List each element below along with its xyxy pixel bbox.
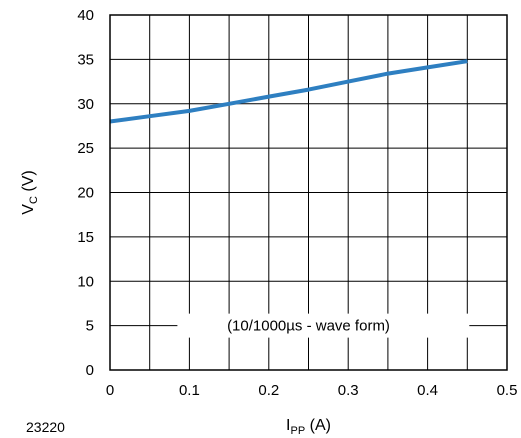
y-tick-label: 5	[86, 318, 94, 335]
y-tick-label: 10	[77, 273, 94, 290]
x-tick-label: 0.2	[258, 382, 279, 399]
y-tick-label: 25	[77, 140, 94, 157]
annotation: (10/1000µs - wave form)	[227, 318, 390, 335]
series-layer	[109, 59, 468, 124]
y-tick-label: 30	[77, 96, 94, 113]
x-axis-label: IPP (A)	[286, 417, 331, 437]
y-axis-label-unit: (V)	[20, 170, 37, 196]
annotation-background	[177, 313, 470, 338]
x-tick-label: 0.4	[417, 382, 438, 399]
x-tick-label: 0.3	[338, 382, 359, 399]
y-tick-label: 35	[77, 51, 94, 68]
y-axis-label-subscript: C	[28, 196, 40, 204]
x-axis-label-subscript: PP	[290, 425, 305, 437]
x-tick-label: 0	[106, 382, 114, 399]
x-axis-label-unit: (A)	[305, 417, 331, 434]
y-tick-label: 0	[86, 362, 94, 379]
y-tick-labels: 0 5 10 15 20 25 30 35 40	[77, 7, 94, 379]
series-line-0	[109, 59, 468, 124]
figure-code: 23220	[26, 419, 65, 435]
y-axis-label-main: V	[20, 204, 37, 215]
plot-frame	[109, 14, 508, 371]
x-tick-label: 0.1	[179, 382, 200, 399]
x-axis-label-main: I	[286, 417, 290, 434]
y-tick-label: 40	[77, 7, 94, 24]
y-axis-label: VC (V)	[20, 170, 40, 214]
y-tick-label: 15	[77, 229, 94, 246]
x-tick-label: 0.5	[497, 382, 518, 399]
x-tick-labels: 0 0.1 0.2 0.3 0.4 0.5	[106, 382, 518, 399]
y-tick-label: 20	[77, 185, 94, 202]
